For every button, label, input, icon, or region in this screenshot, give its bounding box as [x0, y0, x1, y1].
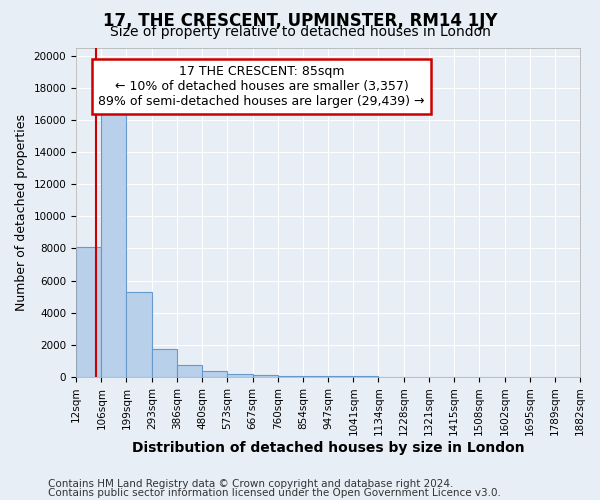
Bar	[278, 376, 303, 377]
Text: 17, THE CRESCENT, UPMINSTER, RM14 1JY: 17, THE CRESCENT, UPMINSTER, RM14 1JY	[103, 12, 497, 30]
Text: 17 THE CRESCENT: 85sqm
← 10% of detached houses are smaller (3,357)
89% of semi-: 17 THE CRESCENT: 85sqm ← 10% of detached…	[98, 65, 425, 108]
Bar	[227, 374, 253, 377]
Bar	[328, 376, 353, 377]
Bar	[303, 376, 328, 377]
Text: Contains HM Land Registry data © Crown copyright and database right 2024.: Contains HM Land Registry data © Crown c…	[48, 479, 454, 489]
X-axis label: Distribution of detached houses by size in London: Distribution of detached houses by size …	[132, 441, 524, 455]
Text: Contains public sector information licensed under the Open Government Licence v3: Contains public sector information licen…	[48, 488, 501, 498]
Text: Size of property relative to detached houses in London: Size of property relative to detached ho…	[110, 25, 490, 39]
Y-axis label: Number of detached properties: Number of detached properties	[15, 114, 28, 310]
Bar	[353, 376, 379, 377]
Bar	[152, 349, 177, 377]
Bar	[127, 292, 152, 377]
Bar	[177, 365, 202, 377]
Bar	[253, 375, 278, 377]
Bar	[76, 247, 101, 377]
Bar	[101, 108, 127, 377]
Bar	[202, 372, 227, 377]
